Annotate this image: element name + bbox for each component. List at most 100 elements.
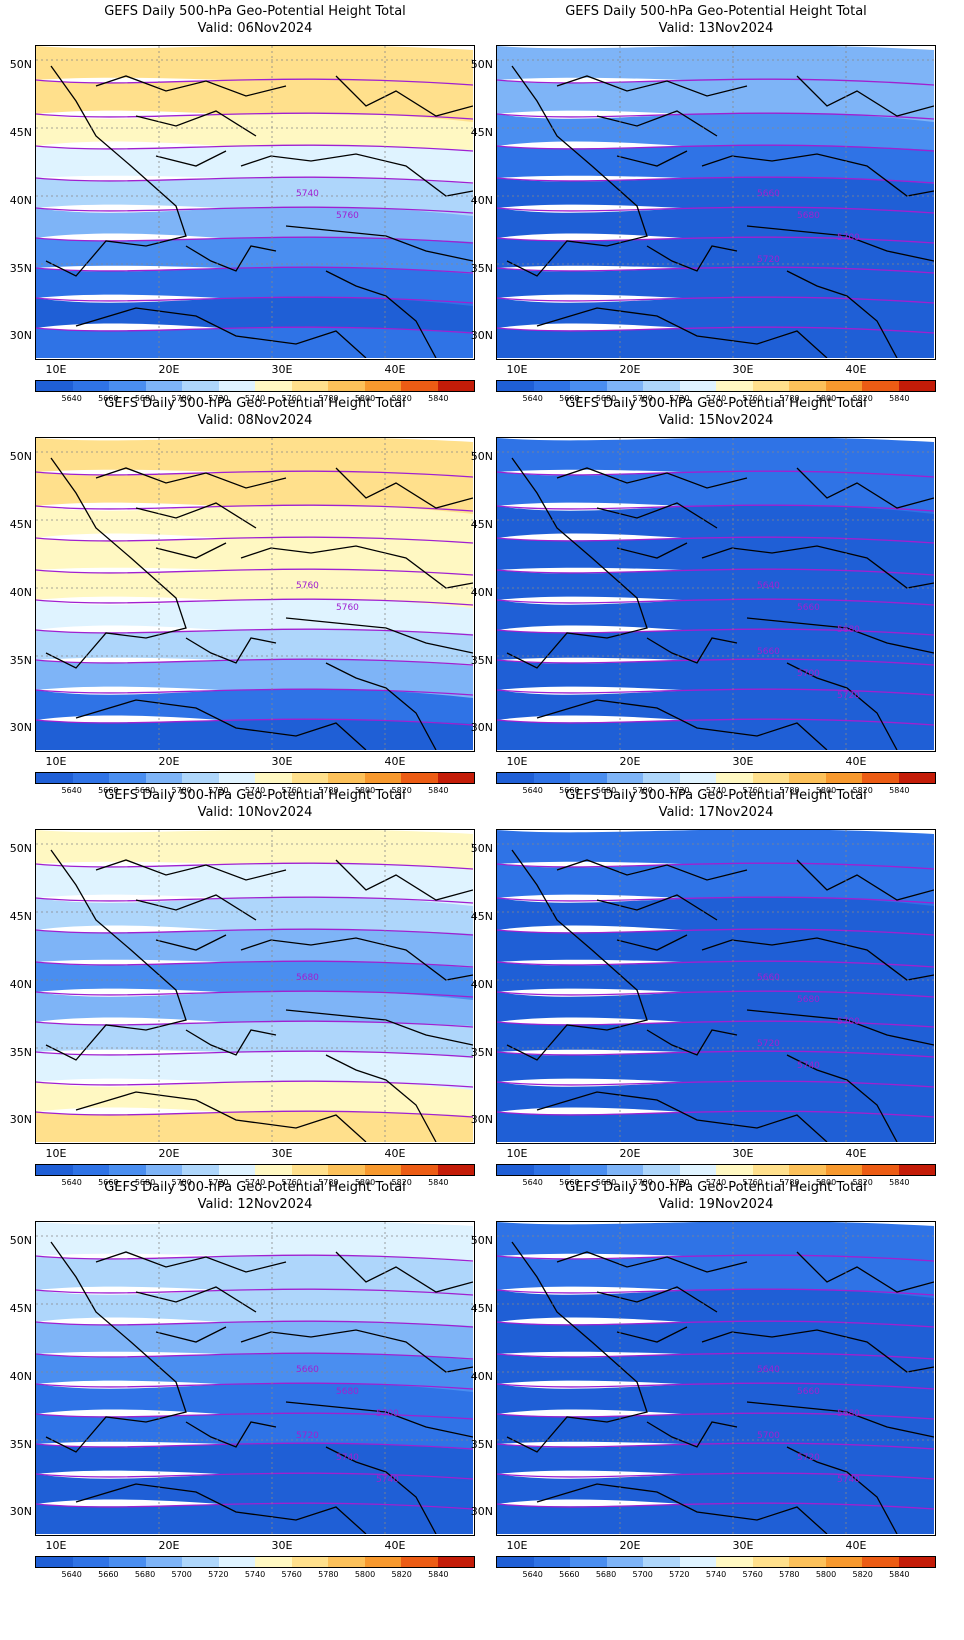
contour-line	[36, 896, 473, 904]
colorbar-swatch	[752, 1557, 789, 1567]
contour-line	[36, 78, 473, 86]
coastline	[556, 1251, 748, 1273]
contour-line	[497, 896, 934, 904]
colorbar-swatch	[401, 773, 438, 783]
contour-line	[36, 1320, 473, 1328]
colorbar-label: 5800	[815, 394, 837, 403]
colorbar-swatch	[643, 773, 680, 783]
coastline	[646, 245, 738, 272]
coastline	[616, 934, 688, 951]
colorbar-label: 5680	[595, 786, 617, 795]
contour-label: 5660	[296, 1365, 319, 1375]
contour-line	[497, 568, 934, 576]
colorbar-label: 5740	[705, 786, 727, 795]
map-canvas: 5640 5660 5680 5660 5700 5720	[497, 438, 934, 750]
contour-label: 5740	[376, 1475, 399, 1485]
contour-line	[497, 718, 934, 726]
colorbar-swatch	[533, 773, 570, 783]
colorbar-label: 5720	[669, 786, 690, 795]
colorbar-swatch	[898, 773, 935, 783]
colorbar-label: 5640	[522, 1570, 543, 1579]
lat-label: 40N	[470, 978, 493, 991]
colorbar-label: 5840	[428, 1570, 449, 1579]
contour-label: 5680	[797, 995, 820, 1005]
colorbar-label: 5760	[742, 1570, 763, 1579]
coastline	[616, 542, 688, 559]
contour-line	[36, 144, 473, 152]
colorbar-label: 5640	[61, 1178, 82, 1187]
colorbar-swatch	[72, 773, 109, 783]
colorbar-swatch	[145, 773, 182, 783]
contour-label: 5660	[757, 647, 780, 657]
contour-label: 5700	[837, 233, 860, 243]
colorbar-label: 5840	[428, 394, 449, 403]
contour-label: 5640	[757, 581, 780, 591]
colorbar-label: 5740	[705, 1178, 727, 1187]
contour-line	[36, 176, 473, 184]
colorbar-swatch	[570, 1165, 607, 1175]
height-map: 5660 5680 5700 5720 5740 5740	[35, 1221, 475, 1536]
colorbar-swatch	[533, 1557, 570, 1567]
colorbar-swatch	[291, 773, 328, 783]
contour-line	[497, 1288, 934, 1296]
colorbar-label: 5700	[171, 1570, 192, 1579]
contour-line	[36, 536, 473, 544]
lat-label: 35N	[9, 1046, 32, 1059]
colorbar-swatch	[145, 1557, 182, 1567]
colorbar-label: 5640	[61, 394, 82, 403]
contour-line	[36, 1254, 473, 1262]
lon-label: 30E	[732, 1147, 754, 1160]
colorbar-swatch	[401, 1165, 438, 1175]
colorbar-swatch	[643, 381, 680, 391]
colorbar-swatch	[716, 1557, 753, 1567]
colorbar-label: 5740	[244, 786, 266, 795]
colorbar-swatch	[328, 773, 365, 783]
coastline	[596, 502, 718, 529]
lon-label: 10E	[506, 755, 528, 768]
coastline	[135, 110, 257, 137]
coastline	[325, 662, 437, 750]
map-panel: GEFS Daily 500-hPa Geo-Potential Height …	[0, 784, 482, 1194]
colorbar-swatch	[437, 1557, 474, 1567]
panel-title: GEFS Daily 500-hPa Geo-Potential Height …	[496, 787, 936, 821]
height-band	[497, 1503, 934, 1534]
lat-label: 45N	[470, 126, 493, 139]
coastline	[506, 1241, 648, 1453]
colorbar-label: 5820	[852, 394, 873, 403]
colorbar-swatch	[533, 381, 570, 391]
colorbar-label: 5640	[61, 1570, 82, 1579]
colorbar-label: 5780	[318, 1178, 339, 1187]
contour-label: 5720	[757, 1039, 780, 1049]
colorbar-label: 5700	[632, 1570, 653, 1579]
contour-line	[497, 688, 934, 696]
map-panel: GEFS Daily 500-hPa Geo-Potential Height …	[0, 392, 482, 802]
coastline	[746, 617, 934, 654]
colorbar-swatch	[36, 381, 73, 391]
lat-label: 30N	[470, 721, 493, 734]
coastline	[325, 270, 437, 358]
colorbar-label: 5840	[889, 1178, 910, 1187]
coastline	[536, 307, 828, 358]
colorbar-label: 5780	[779, 786, 800, 795]
coastline	[285, 1401, 473, 1438]
coastline	[285, 225, 473, 262]
colorbar-label: 5840	[428, 786, 449, 795]
contour-line	[36, 1352, 473, 1360]
height-band	[36, 830, 473, 872]
contour-line	[497, 1352, 934, 1360]
lat-label: 30N	[9, 1113, 32, 1126]
colorbar-label: 5800	[354, 394, 376, 403]
lat-label: 50N	[470, 58, 493, 71]
lat-label: 50N	[470, 1234, 493, 1247]
coastline	[335, 467, 473, 509]
colorbar-swatch	[145, 381, 182, 391]
colorbar-label: 5700	[171, 1178, 192, 1187]
contour-label: 5680	[336, 1387, 359, 1397]
lon-label: 30E	[732, 1539, 754, 1552]
lat-label: 50N	[9, 1234, 32, 1247]
lat-label: 50N	[9, 842, 32, 855]
colorbar-label: 5660	[559, 394, 580, 403]
colorbar-swatch	[218, 1557, 255, 1567]
map-panel: GEFS Daily 500-hPa Geo-Potential Height …	[461, 0, 943, 410]
map-canvas: 5760 5760	[36, 438, 473, 750]
